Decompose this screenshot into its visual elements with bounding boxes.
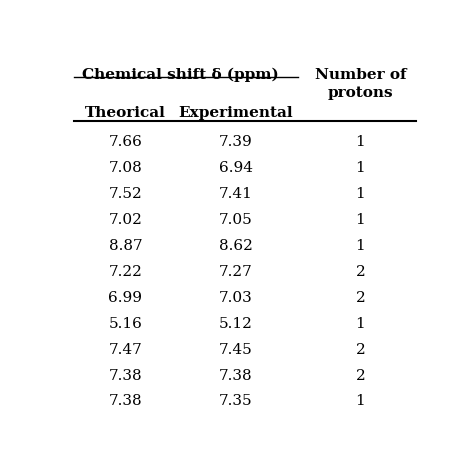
Text: 1: 1 [356, 161, 365, 175]
Text: 5.12: 5.12 [219, 317, 253, 331]
Text: 7.27: 7.27 [219, 265, 253, 279]
Text: 7.45: 7.45 [219, 343, 253, 356]
Text: 7.05: 7.05 [219, 213, 253, 227]
Text: 6.99: 6.99 [109, 291, 142, 305]
Text: 7.52: 7.52 [109, 187, 142, 201]
Text: 1: 1 [356, 136, 365, 149]
Text: 1: 1 [356, 213, 365, 227]
Text: Number of
protons: Number of protons [315, 68, 406, 100]
Text: 7.38: 7.38 [109, 394, 142, 409]
Text: 8.62: 8.62 [219, 239, 253, 253]
Text: 7.66: 7.66 [109, 136, 142, 149]
Text: 7.39: 7.39 [219, 136, 253, 149]
Text: 7.41: 7.41 [219, 187, 253, 201]
Text: 8.87: 8.87 [109, 239, 142, 253]
Text: 7.38: 7.38 [109, 369, 142, 383]
Text: 7.22: 7.22 [109, 265, 142, 279]
Text: 6.94: 6.94 [219, 161, 253, 175]
Text: 2: 2 [356, 291, 365, 305]
Text: 1: 1 [356, 239, 365, 253]
Text: 7.03: 7.03 [219, 291, 253, 305]
Text: 7.02: 7.02 [109, 213, 142, 227]
Text: 2: 2 [356, 265, 365, 279]
Text: Chemical shift δ (ppm): Chemical shift δ (ppm) [82, 68, 279, 82]
Text: 7.38: 7.38 [219, 369, 252, 383]
Text: 5.16: 5.16 [109, 317, 142, 331]
Text: 2: 2 [356, 343, 365, 356]
Text: Experimental: Experimental [178, 106, 293, 120]
Text: Theorical: Theorical [85, 106, 166, 120]
Text: 7.08: 7.08 [109, 161, 142, 175]
Text: 1: 1 [356, 394, 365, 409]
Text: 2: 2 [356, 369, 365, 383]
Text: 1: 1 [356, 317, 365, 331]
Text: 1: 1 [356, 187, 365, 201]
Text: 7.47: 7.47 [109, 343, 142, 356]
Text: 7.35: 7.35 [219, 394, 252, 409]
